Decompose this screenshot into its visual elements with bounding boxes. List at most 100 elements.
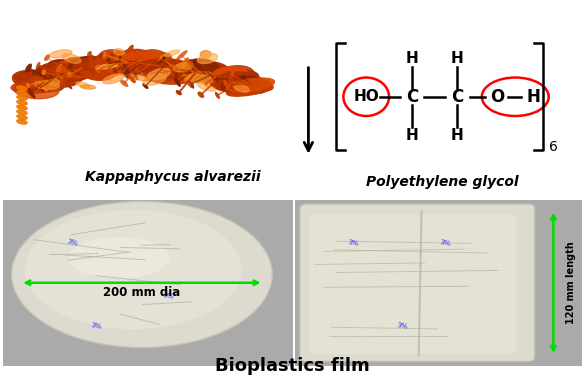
Ellipse shape xyxy=(44,70,82,87)
Ellipse shape xyxy=(68,56,106,75)
Text: H: H xyxy=(405,51,418,66)
Text: Bioplastics film: Bioplastics film xyxy=(215,357,370,375)
Ellipse shape xyxy=(17,115,27,119)
Ellipse shape xyxy=(191,60,197,65)
Ellipse shape xyxy=(47,60,82,75)
Ellipse shape xyxy=(48,79,60,86)
Ellipse shape xyxy=(104,52,108,57)
Ellipse shape xyxy=(98,57,143,73)
Ellipse shape xyxy=(101,60,103,66)
Text: 3%: 3% xyxy=(67,239,79,247)
Ellipse shape xyxy=(95,64,117,69)
Ellipse shape xyxy=(99,54,141,75)
Ellipse shape xyxy=(38,83,43,92)
Ellipse shape xyxy=(96,67,99,72)
Ellipse shape xyxy=(198,92,204,97)
Ellipse shape xyxy=(215,92,219,98)
Ellipse shape xyxy=(57,64,62,73)
Ellipse shape xyxy=(133,70,137,80)
Ellipse shape xyxy=(143,74,166,85)
Text: 6: 6 xyxy=(549,141,558,155)
Ellipse shape xyxy=(220,75,250,87)
Ellipse shape xyxy=(233,84,249,92)
Ellipse shape xyxy=(105,57,108,68)
Text: 200 mm dia: 200 mm dia xyxy=(104,286,181,299)
FancyBboxPatch shape xyxy=(310,215,516,354)
Ellipse shape xyxy=(181,61,228,74)
Ellipse shape xyxy=(233,78,270,94)
Ellipse shape xyxy=(17,91,27,95)
Ellipse shape xyxy=(49,50,72,58)
Ellipse shape xyxy=(230,80,234,89)
Ellipse shape xyxy=(194,71,247,81)
Ellipse shape xyxy=(14,81,59,99)
Ellipse shape xyxy=(200,51,211,58)
Ellipse shape xyxy=(17,105,27,110)
Ellipse shape xyxy=(103,74,124,84)
Ellipse shape xyxy=(88,52,91,55)
Ellipse shape xyxy=(222,72,226,80)
Ellipse shape xyxy=(159,71,162,75)
Text: O: O xyxy=(490,88,504,106)
Ellipse shape xyxy=(216,66,254,84)
Ellipse shape xyxy=(149,64,178,83)
Ellipse shape xyxy=(26,64,32,72)
Text: 120 mm length: 120 mm length xyxy=(566,241,576,324)
Ellipse shape xyxy=(120,49,159,67)
Ellipse shape xyxy=(149,65,154,75)
Ellipse shape xyxy=(52,68,91,81)
Ellipse shape xyxy=(226,83,272,96)
Text: 3%: 3% xyxy=(162,293,174,300)
Ellipse shape xyxy=(115,51,166,65)
Ellipse shape xyxy=(182,70,186,81)
Ellipse shape xyxy=(79,61,116,80)
Ellipse shape xyxy=(165,57,170,61)
Ellipse shape xyxy=(192,60,199,69)
Ellipse shape xyxy=(68,71,73,78)
Ellipse shape xyxy=(89,59,143,74)
Ellipse shape xyxy=(187,82,192,87)
Ellipse shape xyxy=(58,80,65,87)
Ellipse shape xyxy=(175,80,180,86)
Ellipse shape xyxy=(224,73,273,91)
Ellipse shape xyxy=(147,69,170,80)
Ellipse shape xyxy=(119,55,121,65)
Ellipse shape xyxy=(15,74,18,78)
Ellipse shape xyxy=(144,65,197,84)
Ellipse shape xyxy=(214,67,248,81)
Ellipse shape xyxy=(216,76,218,82)
Ellipse shape xyxy=(184,58,188,63)
Ellipse shape xyxy=(104,51,109,59)
Ellipse shape xyxy=(180,67,183,73)
Ellipse shape xyxy=(28,88,33,93)
Ellipse shape xyxy=(177,91,181,95)
Ellipse shape xyxy=(116,58,119,69)
Text: 3%: 3% xyxy=(439,239,451,247)
Ellipse shape xyxy=(183,71,233,81)
Ellipse shape xyxy=(181,60,190,69)
Ellipse shape xyxy=(122,69,128,78)
Text: C: C xyxy=(406,88,418,106)
Text: 3%: 3% xyxy=(90,322,102,330)
Ellipse shape xyxy=(150,58,177,75)
Ellipse shape xyxy=(99,50,132,68)
Ellipse shape xyxy=(16,70,51,89)
Ellipse shape xyxy=(174,78,180,86)
Ellipse shape xyxy=(97,53,139,64)
Ellipse shape xyxy=(80,85,95,89)
Ellipse shape xyxy=(29,75,58,90)
Ellipse shape xyxy=(73,58,111,74)
Ellipse shape xyxy=(50,76,53,81)
Ellipse shape xyxy=(112,65,118,75)
Ellipse shape xyxy=(89,67,94,74)
Ellipse shape xyxy=(174,62,193,72)
Ellipse shape xyxy=(107,59,111,68)
Ellipse shape xyxy=(176,65,178,74)
Ellipse shape xyxy=(52,60,97,78)
Ellipse shape xyxy=(11,81,58,93)
Ellipse shape xyxy=(229,70,234,81)
Ellipse shape xyxy=(68,237,170,279)
Ellipse shape xyxy=(216,72,260,89)
Ellipse shape xyxy=(25,210,242,329)
Ellipse shape xyxy=(204,81,208,86)
